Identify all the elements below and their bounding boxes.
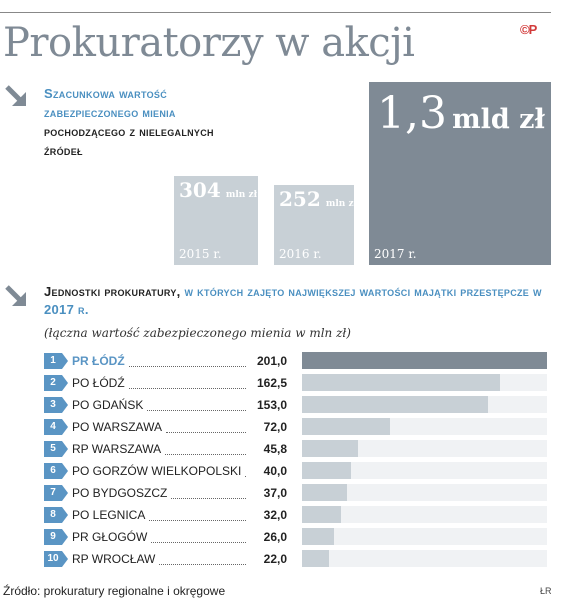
heading-line: zabezpieczonego mienia bbox=[44, 105, 176, 120]
unit-value-label: 153,0 bbox=[256, 398, 287, 412]
leader-dots bbox=[129, 388, 246, 389]
unit-name-label: PO WARSZAWA bbox=[72, 420, 162, 434]
unit-value-label: 72,0 bbox=[263, 420, 287, 434]
value-bar bbox=[302, 528, 334, 545]
unit-name-label: PO GORZÓW WIELKOPOLSKI bbox=[72, 464, 242, 478]
ranking-row: 10 RP WROCŁAW 22,0 bbox=[0, 548, 562, 570]
unit-name-label: PO LEGNICA bbox=[72, 508, 146, 522]
leader-dots bbox=[159, 564, 246, 565]
bar-track bbox=[302, 462, 547, 479]
bar-value-number: 1,3 bbox=[377, 88, 447, 139]
bar-value-label: 1,3 mld zł bbox=[377, 88, 545, 139]
section-heading-totals: Szacunkowa wartość zabezpieczonego mieni… bbox=[44, 84, 344, 160]
heading-part: Jednostki prokuratury, bbox=[44, 284, 181, 299]
bar-value-unit: mln zł bbox=[225, 190, 258, 200]
bar-value-label: 252 mln zł bbox=[279, 187, 357, 211]
bar-year-label: 2016 r. bbox=[279, 247, 322, 261]
value-bar bbox=[302, 374, 500, 391]
rank-badge: 7 bbox=[44, 485, 68, 501]
leader-dots bbox=[171, 498, 246, 499]
ranking-row: 2 PO ŁÓDŹ 162,5 bbox=[0, 372, 562, 394]
bar-value-unit: mld zł bbox=[452, 104, 545, 135]
bar-year-label: 2017 r. bbox=[374, 247, 417, 261]
leader-dots bbox=[151, 542, 246, 543]
ranking-row: 8 PO LEGNICA 32,0 bbox=[0, 504, 562, 526]
heading-line: Szacunkowa wartość bbox=[44, 86, 168, 101]
bar-track bbox=[302, 506, 547, 523]
bar-value-number: 252 bbox=[279, 187, 321, 211]
year-bar-2016: 252 mln zł 2016 r. bbox=[274, 185, 357, 265]
brand-logo: ©P bbox=[520, 22, 537, 37]
section-heading-units: Jednostki prokuratury, w których zajęto … bbox=[44, 283, 544, 319]
rank-badge: 10 bbox=[44, 551, 68, 567]
bar-value-label: 304 mln zł bbox=[179, 178, 257, 202]
ranking-row: 3 PO GDAŃSK 153,0 bbox=[0, 394, 562, 416]
arrow-down-right-icon bbox=[5, 285, 26, 306]
unit-name-label: PR GŁOGÓW bbox=[72, 530, 148, 544]
unit-value-label: 26,0 bbox=[263, 530, 287, 544]
rank-badge: 8 bbox=[44, 507, 68, 523]
unit-name-label: PO ŁÓDŹ bbox=[72, 376, 125, 390]
leader-dots bbox=[147, 410, 246, 411]
ranking-row: 1 PR ŁÓDŹ 201,0 bbox=[0, 350, 562, 372]
unit-value-label: 22,0 bbox=[263, 552, 287, 566]
unit-value-label: 201,0 bbox=[256, 354, 287, 368]
bar-track bbox=[302, 484, 547, 501]
unit-name-label: RP WROCŁAW bbox=[72, 552, 156, 566]
unit-value-label: 40,0 bbox=[263, 464, 287, 478]
value-bar bbox=[302, 462, 351, 479]
rank-badge: 4 bbox=[44, 419, 68, 435]
year-bar-2017: 1,3 mld zł 2017 r. bbox=[369, 82, 551, 265]
ranking-row: 5 RP WARSZAWA 45,8 bbox=[0, 438, 562, 460]
rank-badge: 9 bbox=[44, 529, 68, 545]
unit-value-label: 32,0 bbox=[263, 508, 287, 522]
value-bar bbox=[302, 484, 347, 501]
rank-badge: 3 bbox=[44, 397, 68, 413]
unit-value-label: 162,5 bbox=[256, 376, 287, 390]
heading-line: źródeł bbox=[44, 143, 83, 158]
ranking-row: 9 PR GŁOGÓW 26,0 bbox=[0, 526, 562, 548]
value-bar bbox=[302, 506, 341, 523]
unit-name-label: PR ŁÓDŹ bbox=[72, 354, 125, 368]
heading-line: pochodzącego z nielegalnych bbox=[44, 124, 214, 139]
chart-subtitle: (łączna wartość zabezpieczonego mienia w… bbox=[44, 326, 351, 340]
year-bar-2015: 304 mln zł 2015 r. bbox=[174, 176, 258, 265]
heading-part: w których zajęto największej wartości ma… bbox=[44, 284, 542, 317]
ranking-row: 4 PO WARSZAWA 72,0 bbox=[0, 416, 562, 438]
leader-dots bbox=[129, 366, 246, 367]
leader-dots bbox=[149, 520, 246, 521]
ranking-row: 6 PO GORZÓW WIELKOPOLSKI 40,0 bbox=[0, 460, 562, 482]
value-bar bbox=[302, 352, 547, 369]
rank-badge: 6 bbox=[44, 463, 68, 479]
rank-badge: 2 bbox=[44, 375, 68, 391]
rank-badge: 1 bbox=[44, 353, 68, 369]
bar-value-number: 304 bbox=[179, 178, 221, 202]
top-rule bbox=[0, 12, 551, 13]
author-credit: ŁR bbox=[540, 586, 552, 596]
rank-badge: 5 bbox=[44, 441, 68, 457]
value-bar bbox=[302, 418, 390, 435]
ranking-row: 7 PO BYDGOSZCZ 37,0 bbox=[0, 482, 562, 504]
leader-dots bbox=[165, 454, 246, 455]
unit-value-label: 37,0 bbox=[263, 486, 287, 500]
bar-value-unit: mln zł bbox=[325, 199, 358, 209]
value-bar bbox=[302, 440, 358, 457]
bar-track bbox=[302, 440, 547, 457]
arrow-down-right-icon bbox=[5, 85, 26, 106]
page-title: Prokuratorzy w akcji bbox=[3, 20, 415, 66]
unit-name-label: RP WARSZAWA bbox=[72, 442, 162, 456]
value-bar bbox=[302, 550, 329, 567]
bar-track bbox=[302, 550, 547, 567]
leader-dots bbox=[166, 432, 246, 433]
bar-year-label: 2015 r. bbox=[179, 247, 222, 261]
unit-value-label: 45,8 bbox=[263, 442, 287, 456]
source-note: Źródło: prokuratury regionalne i okręgow… bbox=[3, 584, 226, 598]
leader-dots bbox=[245, 476, 246, 477]
value-bar bbox=[302, 396, 488, 413]
unit-name-label: PO BYDGOSZCZ bbox=[72, 486, 168, 500]
unit-name-label: PO GDAŃSK bbox=[72, 398, 144, 412]
bar-track bbox=[302, 528, 547, 545]
